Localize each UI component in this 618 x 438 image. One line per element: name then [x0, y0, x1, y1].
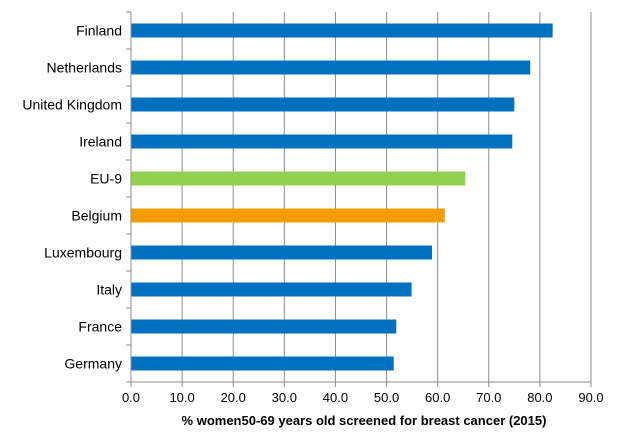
category-label-belgium: Belgium: [71, 208, 122, 224]
bar-belgium: [131, 208, 445, 223]
bar-netherlands: [131, 60, 531, 75]
x-tick-label-9: 90.0: [578, 390, 603, 405]
category-label-france: France: [78, 319, 122, 335]
category-label-italy: Italy: [96, 282, 122, 298]
category-label-germany: Germany: [64, 356, 122, 372]
category-labels: Finland Netherlands United Kingdom Ireland E…: [22, 23, 122, 372]
x-tick-label-6: 60.0: [425, 390, 450, 405]
x-tick-label-8: 80.0: [527, 390, 552, 405]
x-tick-label-3: 30.0: [272, 390, 297, 405]
bar-united-kingdom: [131, 97, 515, 112]
bar-france: [131, 319, 397, 334]
x-tick-label-1: 10.0: [169, 390, 194, 405]
bar-luxembourg: [131, 245, 433, 260]
bar-ireland: [131, 134, 513, 149]
x-tick-label-5: 50.0: [374, 390, 399, 405]
bars: [131, 23, 553, 371]
category-label-netherlands: Netherlands: [47, 60, 123, 76]
category-label-finland: Finland: [76, 23, 122, 39]
category-label-united-kingdom: United Kingdom: [22, 97, 122, 113]
x-tick-label-4: 40.0: [323, 390, 348, 405]
bar-eu-9: [131, 171, 466, 186]
x-tick-label-0: 0.0: [122, 390, 140, 405]
bar-finland: [131, 23, 553, 38]
category-label-ireland: Ireland: [79, 134, 122, 150]
x-axis-title: % women50-69 years old screened for brea…: [182, 413, 547, 428]
category-label-luxembourg: Luxembourg: [44, 245, 122, 261]
category-label-eu-9: EU-9: [90, 171, 122, 187]
x-tick-label-7: 70.0: [476, 390, 501, 405]
x-tick-labels: 0.0 10.0 20.0 30.0 40.0 50.0 60.0 70.0 80.0 90.0: [122, 390, 604, 405]
bar-germany: [131, 356, 394, 371]
x-tick-label-2: 20.0: [221, 390, 246, 405]
axes: [126, 11, 592, 387]
bar-italy: [131, 282, 412, 297]
